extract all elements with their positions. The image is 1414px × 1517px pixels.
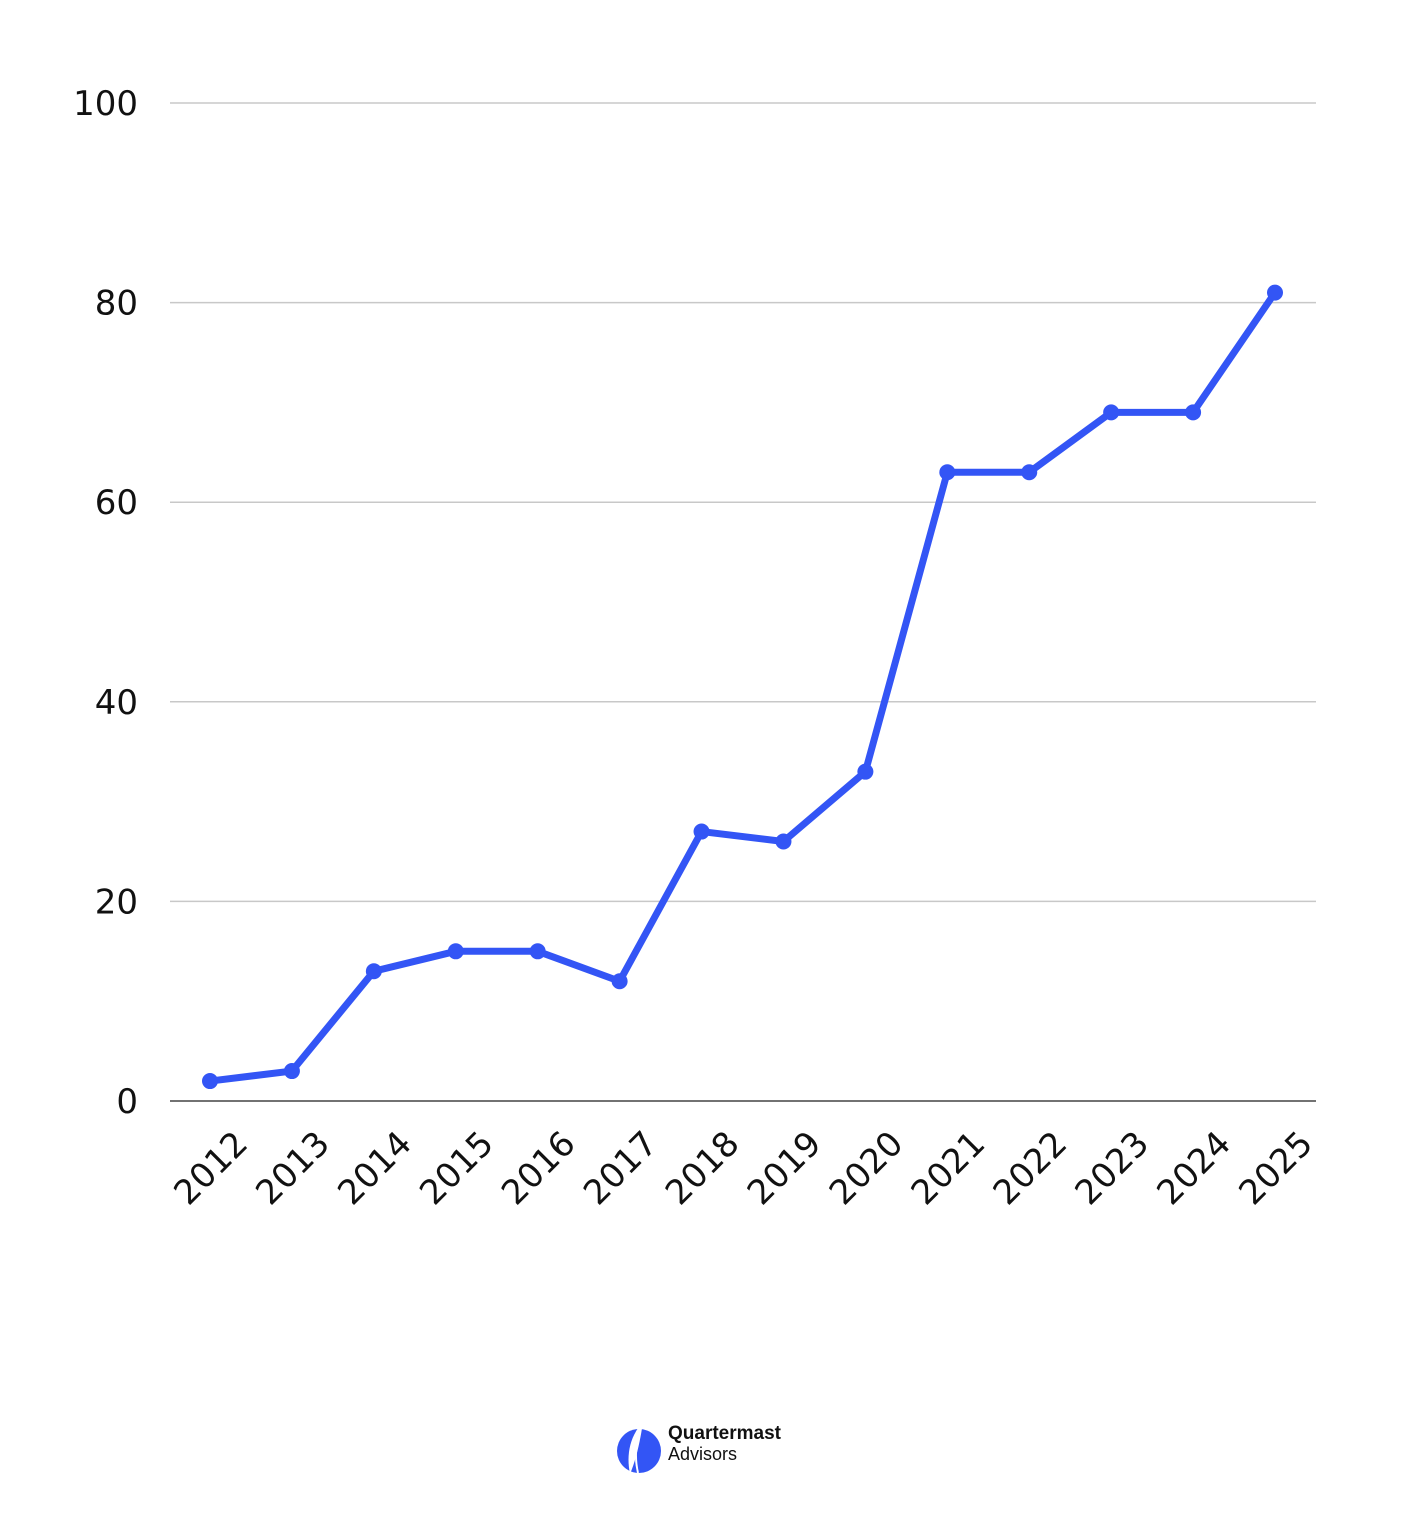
data-point [447, 943, 464, 960]
x-tick-label: 2020 [822, 1124, 911, 1213]
data-point [693, 823, 710, 840]
y-tick-label: 60 [95, 483, 138, 523]
brand-name: Quartermast [668, 1423, 781, 1444]
x-tick-label: 2019 [740, 1124, 829, 1213]
data-point [202, 1073, 218, 1090]
data-point [365, 963, 382, 980]
x-tick-label: 2012 [166, 1124, 255, 1213]
x-tick-labels: 2012201320142015201620172018201920202021… [166, 1124, 1320, 1213]
y-tick-label: 40 [95, 683, 138, 723]
data-point [283, 1063, 300, 1080]
data-point [1267, 284, 1283, 301]
data-point [939, 464, 956, 481]
y-tick-label: 100 [73, 84, 138, 124]
x-tick-label: 2025 [1231, 1124, 1320, 1213]
x-tick-label: 2023 [1068, 1124, 1157, 1213]
brand-subtitle: Advisors [668, 1444, 738, 1464]
data-point [1021, 464, 1038, 481]
x-tick-label: 2013 [248, 1124, 337, 1213]
x-tick-label: 2014 [330, 1124, 419, 1213]
data-point [611, 973, 628, 990]
x-tick-label: 2017 [576, 1124, 665, 1213]
data-point [529, 943, 546, 960]
x-tick-label: 2024 [1150, 1124, 1239, 1213]
sail-icon [617, 1421, 661, 1474]
x-tick-label: 2016 [494, 1124, 583, 1213]
series [202, 284, 1283, 1090]
gridlines [170, 102, 1316, 1102]
data-point [1103, 404, 1120, 421]
y-tick-labels: 0 20 40 60 80 100 [73, 84, 138, 1122]
x-tick-label: 2021 [904, 1124, 993, 1213]
data-point [1185, 404, 1202, 421]
y-tick-label: 0 [116, 1082, 138, 1122]
series-line [206, 289, 1279, 1085]
quartermast-logo: Quartermast Advisors [616, 1420, 816, 1484]
x-tick-label: 2018 [658, 1124, 747, 1213]
y-tick-label: 20 [95, 882, 138, 922]
x-tick-label: 2022 [986, 1124, 1075, 1213]
data-point [775, 833, 792, 850]
x-tick-label: 2015 [412, 1124, 501, 1213]
data-point [857, 763, 874, 780]
y-tick-label: 80 [95, 284, 138, 324]
